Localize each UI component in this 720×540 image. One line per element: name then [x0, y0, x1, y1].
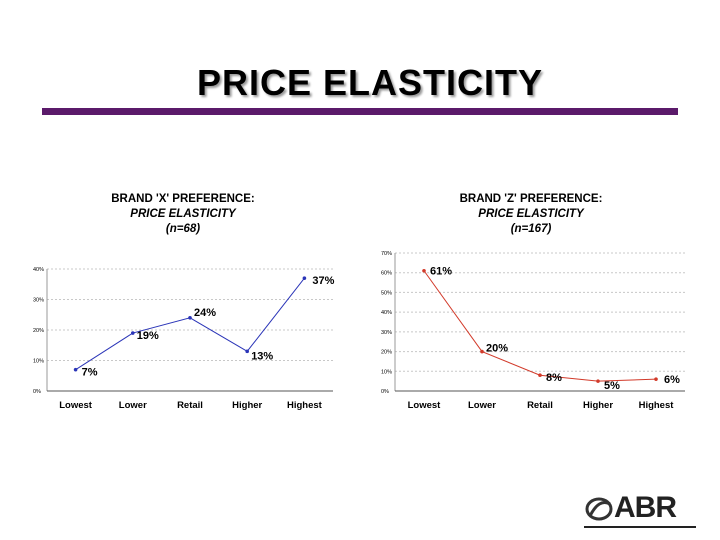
chart-z-data-point	[538, 373, 542, 378]
chart-z-y-tick-label: 50%	[381, 290, 392, 296]
chart-z-data-label: 61%	[430, 266, 452, 278]
chart-z-x-tick-label: Retail	[527, 400, 553, 411]
title-underline	[42, 108, 678, 115]
chart-z-x-tick-label: Lower	[468, 400, 496, 411]
chart-x-data-point	[73, 367, 78, 372]
chart-z-y-tick-label: 10%	[381, 369, 392, 375]
chart-z-sample-size: (n=167)	[510, 223, 552, 235]
logo-underline	[584, 526, 696, 528]
chart-x-y-tick-label: 10%	[33, 359, 44, 365]
chart-z-data-label: 5%	[604, 380, 620, 392]
chart-z-data-point	[480, 349, 484, 354]
chart-x-data-point	[188, 316, 192, 320]
chart-x-x-tick-label: Lower	[119, 400, 147, 411]
chart-z-subtitle: PRICE ELASTICITY	[478, 208, 584, 220]
chart-x-data-point	[302, 276, 307, 280]
chart-z-y-tick-label: 70%	[381, 251, 392, 257]
swirl-logo-icon	[585, 497, 613, 521]
chart-z-y-tick-label: 30%	[381, 330, 392, 336]
chart-z-data-label: 8%	[546, 372, 562, 384]
chart-x-y-tick-label: 30%	[33, 298, 44, 304]
chart-x-y-tick-label: 0%	[33, 389, 41, 395]
chart-x-y-tick-label: 40%	[33, 267, 44, 273]
chart-z-y-tick-label: 60%	[381, 271, 392, 277]
chart-z-x-tick-label: Higher	[583, 400, 613, 411]
chart-x-subtitle: PRICE ELASTICITY	[130, 208, 236, 220]
chart-x-data-label: 13%	[251, 350, 273, 362]
chart-z-data-label: 6%	[664, 374, 680, 386]
chart-x-data-label: 24%	[194, 307, 216, 319]
chart-x-data-point	[131, 331, 135, 335]
chart-x-data-label: 7%	[82, 367, 98, 379]
slide-title: PRICE ELASTICITY	[196, 62, 544, 103]
chart-x-x-tick-label: Highest	[287, 400, 323, 411]
chart-z-data-point	[422, 268, 426, 273]
chart-x-x-tick-label: Lowest	[59, 400, 93, 411]
chart-x-title-line: BRAND 'X' PREFERENCE:	[111, 193, 255, 205]
chart-x-x-tick-label: Retail	[177, 400, 203, 411]
abr-logo: ABR	[584, 491, 696, 528]
chart-z-series-line	[423, 270, 657, 382]
chart-z-title-line: BRAND 'Z' PREFERENCE:	[459, 193, 603, 205]
chart-z-y-tick-label: 20%	[381, 350, 392, 356]
chart-z-y-tick-label: 0%	[381, 389, 389, 395]
chart-x-sample-size: (n=68)	[165, 223, 201, 235]
chart-z-data-point	[596, 379, 600, 383]
chart-z-x-tick-label: Lowest	[408, 400, 442, 411]
chart-z-data-point	[654, 377, 658, 381]
chart-z-y-tick-label: 40%	[381, 310, 392, 316]
logo-text: ABR	[614, 491, 677, 524]
chart-x-y-tick-label: 20%	[33, 328, 44, 334]
chart-x-title: BRAND 'X' PREFERENCE: PRICE ELASTICITY (…	[88, 192, 278, 237]
chart-x-data-label: 19%	[137, 330, 159, 342]
chart-z-title: BRAND 'Z' PREFERENCE: PRICE ELASTICITY (…	[436, 192, 626, 237]
chart-x-data-point	[245, 349, 249, 354]
chart-z-data-label: 20%	[486, 343, 508, 355]
chart-z-x-tick-label: Highest	[639, 400, 675, 411]
chart-x-x-tick-label: Higher	[232, 400, 262, 411]
chart-x-data-label: 37%	[312, 275, 334, 287]
